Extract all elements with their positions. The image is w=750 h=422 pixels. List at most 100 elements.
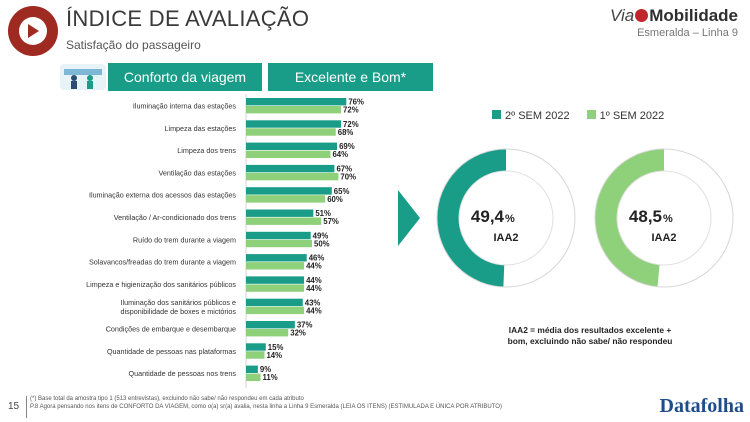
bar-value-2sem: 69% (339, 142, 355, 151)
category-label: Solavancos/freadas do trem durante a via… (89, 258, 236, 267)
bar-value-1sem: 60% (327, 195, 343, 204)
donut-label-1sem: IAA2 (651, 232, 676, 244)
bar-value-2sem: 15% (268, 343, 284, 352)
footnotes: (*) Base total da amostra tipo 1 (513 en… (30, 395, 630, 411)
bar-1sem (246, 239, 312, 248)
donut-arc-2sem (437, 149, 507, 287)
brand-name: Mobilidade (649, 6, 738, 25)
bar-value-2sem: 65% (334, 187, 350, 196)
bar-1sem (246, 284, 305, 292)
category-label: Limpeza e higienização dos sanitários pú… (86, 280, 236, 289)
category-label: Iluminação interna das estações (133, 102, 236, 111)
bar-value-2sem: 76% (348, 98, 364, 107)
brand-line: Esmeralda – Linha 9 (637, 27, 738, 39)
bar-1sem (246, 195, 326, 203)
play-icon (28, 24, 39, 38)
footnote-base: (*) Base total da amostra tipo 1 (513 en… (30, 396, 304, 402)
donut-unit-2sem: % (505, 213, 515, 225)
category-label: Ruído do trem durante a viagem (133, 235, 236, 244)
section-metric: Excelente e Bom* (268, 63, 433, 91)
donut-arc-1sem (595, 149, 665, 287)
bar-value-2sem: 72% (343, 120, 359, 129)
donut-value-1sem: 48,5 (629, 207, 662, 226)
bar-value-2sem: 51% (315, 209, 331, 218)
bar-value-1sem: 68% (338, 128, 354, 137)
bar-value-1sem: 14% (266, 351, 282, 360)
bar-2sem (246, 209, 314, 217)
donut-value-2sem: 49,4 (471, 207, 505, 226)
bar-value-2sem: 49% (313, 231, 329, 240)
bar-value-1sem: 72% (343, 106, 359, 115)
donut-inner-border-1sem (616, 170, 712, 266)
passengers-icon (60, 64, 106, 90)
bar-value-2sem: 46% (309, 254, 325, 263)
page-subtitle: Satisfação do passageiro (66, 38, 201, 52)
brand-dot-icon (635, 9, 649, 22)
bar-value-2sem: 44% (306, 276, 322, 285)
bar-value-1sem: 11% (263, 373, 278, 382)
bar-value-2sem: 67% (336, 165, 352, 174)
legend-label-1sem: 1º SEM 2022 (599, 110, 665, 122)
legend-item-2sem: 2º SEM 2022 (492, 110, 570, 122)
bar-chart: Iluminação interna das estações 76%72%Lim… (86, 94, 364, 388)
bar-2sem (246, 321, 295, 329)
category-label: Iluminação externa dos acessos das estaç… (89, 191, 236, 200)
bar-value-1sem: 57% (323, 217, 339, 226)
bar-1sem (246, 128, 336, 136)
category-label: Ventilação / Ar-condicionado dos trens (114, 213, 237, 222)
bar-value-1sem: 50% (314, 239, 330, 248)
bar-2sem (246, 164, 335, 173)
category-label: Iluminação dos sanitários públicos e (121, 298, 236, 307)
iaa2-note: IAA2 = média dos resultados excelente + … (507, 325, 673, 347)
bar-value-2sem: 37% (297, 321, 313, 330)
donut-inner-border-2sem (458, 170, 554, 266)
donut-border-1sem (594, 148, 734, 288)
legend-label-2sem: 2º SEM 2022 (505, 110, 570, 122)
category-label: disponibilidade de boxes e mictórios (121, 307, 237, 316)
donut-border-2sem (436, 148, 576, 288)
section-title: Conforto da viagem (108, 63, 262, 91)
bar-value-1sem: 44% (306, 306, 322, 315)
datafolha-logo: Datafolha (659, 395, 744, 417)
bar-2sem (246, 254, 307, 262)
bar-1sem (246, 373, 261, 381)
bar-value-1sem: 32% (290, 329, 306, 338)
bar-1sem (246, 306, 305, 315)
page-title: ÍNDICE DE AVALIAÇÃO (66, 6, 310, 31)
footer-divider (26, 396, 27, 418)
donut-label-2sem: IAA2 (493, 232, 518, 244)
bar-2sem (246, 343, 266, 351)
bar-value-1sem: 70% (340, 173, 356, 182)
legend-swatch-2sem (492, 110, 501, 119)
donut-unit-1sem: % (663, 213, 673, 225)
bar-2sem (246, 231, 311, 240)
bar-1sem (246, 217, 322, 225)
legend-swatch-1sem (586, 110, 596, 119)
bar-1sem (246, 329, 289, 337)
bar-1sem (246, 351, 265, 359)
bar-2sem (246, 298, 303, 307)
bar-value-2sem: 43% (305, 298, 321, 307)
category-label: Quantidade de pessoas nos trens (129, 369, 237, 378)
bar-1sem (246, 106, 342, 114)
arrow-right-icon (398, 190, 420, 246)
page-number: 15 (8, 401, 20, 412)
bar-value-1sem: 44% (306, 262, 322, 271)
category-label: Limpeza das estações (164, 124, 236, 133)
category-label: Limpeza dos trens (177, 146, 236, 155)
presentation-logo (8, 6, 58, 56)
bar-value-2sem: 9% (260, 365, 271, 374)
bar-2sem (246, 120, 342, 128)
bar-2sem (246, 98, 347, 106)
bar-2sem (246, 276, 305, 284)
footnote-question: P.8 Agora pensando nos itens de CONFORTO… (30, 404, 502, 411)
brand-logo: Via Mobilidade (610, 6, 738, 26)
category-label: Quantidade de pessoas nas plataformas (107, 347, 236, 356)
chart-legend: 2º SEM 2022 1º SEM 2022 (492, 110, 678, 122)
brand-prefix: Via (609, 6, 635, 25)
bar-1sem (246, 262, 305, 270)
donut-chart-1sem: 48,5 % IAA2 (594, 148, 734, 288)
bar-value-1sem: 44% (306, 284, 322, 293)
bar-1sem (246, 172, 339, 181)
bar-value-1sem: 64% (332, 150, 348, 159)
